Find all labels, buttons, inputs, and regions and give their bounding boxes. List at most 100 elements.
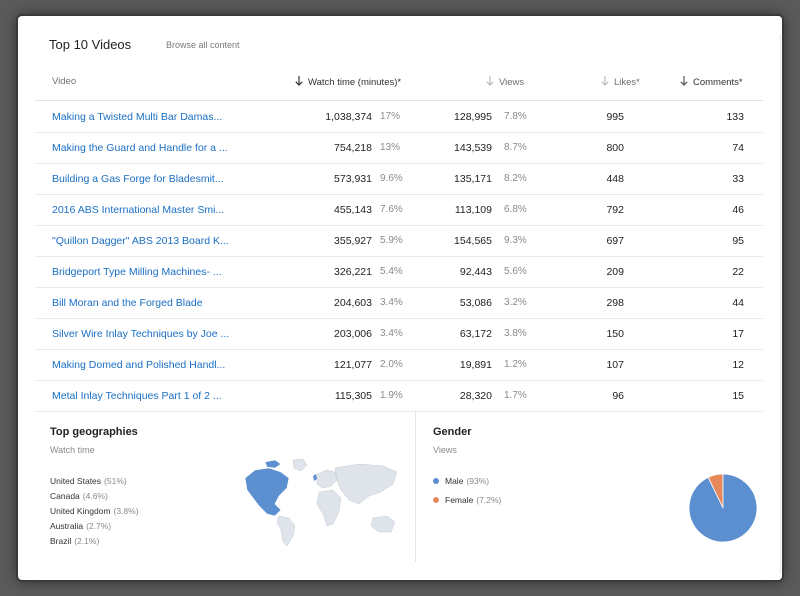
views-value: 28,320 [459, 390, 492, 402]
watch-time-percent: 3.4% [380, 328, 403, 339]
watch-time-percent: 13% [380, 142, 401, 153]
table-row[interactable]: Building a Gas Forge for Bladesmit... 57… [35, 164, 763, 195]
analytics-window: Top 10 Videos Browse all content Video W… [18, 16, 782, 580]
video-title-link[interactable]: Making the Guard and Handle for a ... [52, 142, 228, 154]
geography-item: Australia (2.7%) [50, 521, 112, 531]
column-header-likes[interactable]: Likes* [601, 76, 640, 88]
likes-value: 107 [606, 359, 624, 371]
comments-value: 46 [732, 204, 744, 216]
geography-item: United States (51%) [50, 476, 127, 486]
legend-dot-icon [433, 497, 439, 503]
likes-value: 209 [606, 266, 624, 278]
views-value: 63,172 [459, 328, 492, 340]
browse-all-content-link[interactable]: Browse all content [166, 40, 240, 50]
column-header-video[interactable]: Video [52, 76, 77, 87]
table-row[interactable]: Making a Twisted Multi Bar Damas... 1,03… [35, 102, 763, 133]
map-uk [313, 474, 317, 481]
table-row[interactable]: Making Domed and Polished Handl... 121,0… [35, 350, 763, 381]
gender-pie-chart[interactable] [687, 472, 759, 544]
watch-time-percent: 3.4% [380, 297, 403, 308]
likes-value: 298 [606, 297, 624, 309]
video-title-link[interactable]: Bill Moran and the Forged Blade [52, 297, 203, 309]
watch-time-percent: 17% [380, 111, 401, 122]
video-title-link[interactable]: Silver Wire Inlay Techniques by Joe ... [52, 328, 230, 340]
table-row[interactable]: Bill Moran and the Forged Blade 204,603 … [35, 288, 763, 319]
comments-value: 44 [732, 297, 744, 309]
views-value: 92,443 [459, 266, 492, 278]
views-value: 19,891 [459, 359, 492, 371]
world-map[interactable] [235, 456, 410, 551]
map-asia [334, 463, 398, 505]
geography-item: Brazil (2.1%) [50, 536, 100, 546]
section-divider [415, 412, 416, 562]
video-title-link[interactable]: Making Domed and Polished Handl... [52, 359, 226, 371]
views-value: 154,565 [454, 235, 492, 247]
watch-time-value: 203,006 [334, 328, 372, 340]
map-north-america [244, 467, 290, 517]
likes-value: 697 [606, 235, 624, 247]
map-south-america [276, 515, 296, 547]
gender-title: Gender [433, 426, 472, 438]
sort-arrow-down-icon [486, 76, 494, 88]
watch-time-percent: 9.6% [380, 173, 403, 184]
comments-value: 17 [732, 328, 744, 340]
views-percent: 7.8% [504, 111, 527, 122]
views-percent: 3.2% [504, 297, 527, 308]
video-title-link[interactable]: 2016 ABS International Master Smi... [52, 204, 225, 216]
pie-slice-male[interactable] [688, 473, 758, 543]
geography-item: United Kingdom (3.8%) [50, 506, 139, 516]
comments-value: 133 [726, 111, 744, 123]
column-header-label: Watch time (minutes)* [308, 77, 402, 88]
views-percent: 8.7% [504, 142, 527, 153]
views-percent: 1.2% [504, 359, 527, 370]
video-title-link[interactable]: Metal Inlay Techniques Part 1 of 2 ... [52, 390, 222, 402]
table-row[interactable]: Making the Guard and Handle for a ... 75… [35, 133, 763, 164]
map-greenland [292, 458, 308, 472]
video-title-link[interactable]: Bridgeport Type Milling Machines- ... [52, 266, 222, 278]
comments-value: 15 [732, 390, 744, 402]
column-header-comments[interactable]: Comments* [680, 76, 743, 88]
watch-time-percent: 2.0% [380, 359, 403, 370]
comments-value: 33 [732, 173, 744, 185]
video-title-link[interactable]: "Quillon Dagger" ABS 2013 Board K... [52, 235, 229, 247]
watch-time-value: 754,218 [334, 142, 372, 154]
likes-value: 150 [606, 328, 624, 340]
watch-time-value: 355,927 [334, 235, 372, 247]
table-row[interactable]: Silver Wire Inlay Techniques by Joe ... … [35, 319, 763, 350]
views-percent: 5.6% [504, 266, 527, 277]
views-value: 135,171 [454, 173, 492, 185]
views-value: 113,109 [454, 204, 492, 216]
watch-time-value: 1,038,374 [325, 111, 372, 123]
map-europe [316, 469, 338, 489]
video-title-link[interactable]: Making a Twisted Multi Bar Damas... [52, 111, 223, 123]
likes-value: 792 [606, 204, 624, 216]
column-header-views[interactable]: Views [486, 76, 524, 88]
views-percent: 3.8% [504, 328, 527, 339]
watch-time-percent: 1.9% [380, 390, 403, 401]
views-percent: 8.2% [504, 173, 527, 184]
watch-time-percent: 5.4% [380, 266, 403, 277]
table-row[interactable]: "Quillon Dagger" ABS 2013 Board K... 355… [35, 226, 763, 257]
column-header-watch-time[interactable]: Watch time (minutes)* [295, 76, 401, 88]
likes-value: 800 [606, 142, 624, 154]
views-value: 53,086 [459, 297, 492, 309]
geography-item: Canada (4.6%) [50, 491, 108, 501]
geographies-title: Top geographies [50, 426, 138, 438]
views-value: 128,995 [454, 111, 492, 123]
watch-time-value: 204,603 [334, 297, 372, 309]
sort-arrow-down-icon [295, 76, 303, 88]
table-row[interactable]: 2016 ABS International Master Smi... 455… [35, 195, 763, 226]
table-row[interactable]: Bridgeport Type Milling Machines- ... 32… [35, 257, 763, 288]
table-row[interactable]: Metal Inlay Techniques Part 1 of 2 ... 1… [35, 381, 763, 412]
watch-time-value: 326,221 [334, 266, 372, 278]
comments-value: 22 [732, 266, 744, 278]
video-title-link[interactable]: Building a Gas Forge for Bladesmit... [52, 173, 224, 185]
gender-legend-item: Female (7.2%) [433, 495, 501, 505]
comments-value: 95 [732, 235, 744, 247]
views-percent: 1.7% [504, 390, 527, 401]
column-header-label: Comments* [693, 77, 743, 88]
watch-time-value: 455,143 [334, 204, 372, 216]
likes-value: 995 [606, 111, 624, 123]
column-header-label: Views [499, 77, 525, 88]
watch-time-value: 115,305 [334, 390, 372, 402]
